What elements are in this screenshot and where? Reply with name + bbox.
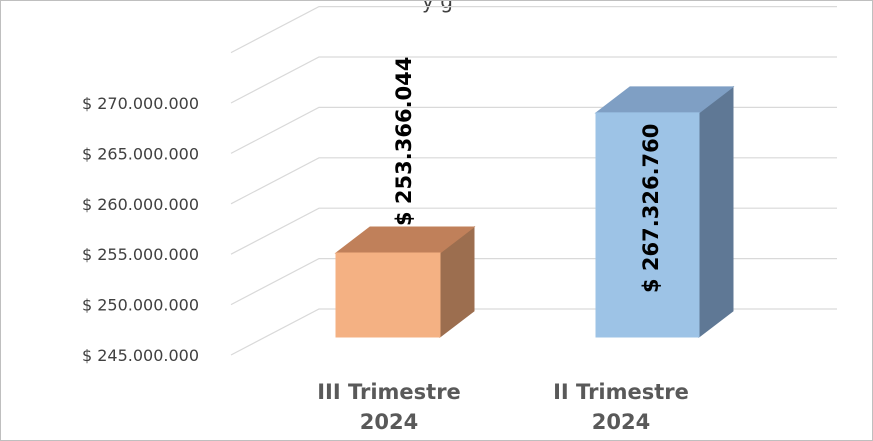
x-category-label: III Trimestre 2024 xyxy=(317,380,461,434)
y-tick-label: $ 250.000.000 xyxy=(82,296,199,315)
bar xyxy=(594,85,735,339)
y-tick-label: $ 260.000.000 xyxy=(82,195,199,214)
grid-layer xyxy=(230,5,837,356)
bars xyxy=(334,85,735,339)
gridline xyxy=(230,157,837,205)
bar-side xyxy=(698,85,734,339)
gridline xyxy=(230,5,837,54)
data-label: $ 267.326.760 xyxy=(639,124,663,293)
bar-front xyxy=(335,252,441,338)
gridline xyxy=(230,258,837,306)
bar-front xyxy=(595,112,700,338)
y-axis: $ 245.000.000 $ 250.000.000 $ 255.000.000 $… xyxy=(82,94,199,365)
bar xyxy=(334,225,476,339)
gridline xyxy=(230,308,837,356)
y-tick-label: $ 270.000.000 xyxy=(82,94,199,113)
gridline xyxy=(230,106,837,154)
data-labels: $ 253.366.044 $ 267.326.760 xyxy=(392,57,663,293)
gridline xyxy=(230,207,837,255)
y-tick-label: $ 255.000.000 xyxy=(82,245,199,264)
x-axis: III Trimestre 2024 II Trimestre 2024 xyxy=(317,380,689,434)
data-label: $ 253.366.044 xyxy=(392,57,416,226)
gridline xyxy=(230,56,837,104)
y-tick-label: $ 265.000.000 xyxy=(82,144,199,163)
y-tick-label: $ 245.000.000 xyxy=(82,346,199,365)
x-category-label: II Trimestre 2024 xyxy=(553,380,689,434)
